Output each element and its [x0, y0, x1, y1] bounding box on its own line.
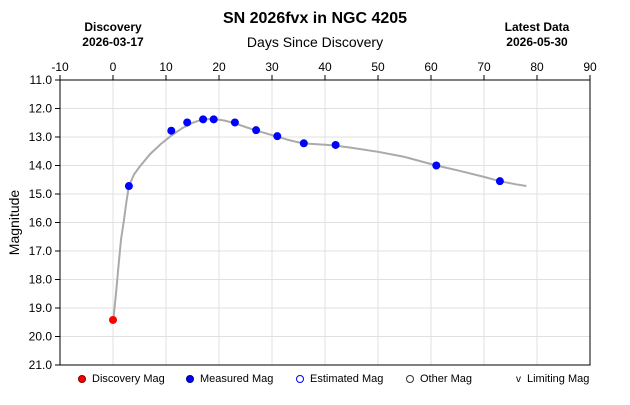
x-tick-label: 60: [424, 60, 438, 74]
y-tick-label: 17.0: [29, 244, 53, 258]
legend-label: Measured Mag: [200, 373, 274, 385]
discovery-header: Discovery 2026-03-17: [63, 20, 163, 50]
fit-curve-line: [112, 117, 527, 323]
y-tick-label: 12.0: [29, 102, 53, 116]
legend-item-discovery-mag: Discovery Mag: [78, 373, 165, 385]
legend-label: Estimated Mag: [310, 373, 384, 385]
measured-mag-point: [432, 161, 441, 170]
y-tick-label: 19.0: [29, 301, 53, 315]
legend-item-limiting-mag: v Limiting Mag: [516, 373, 589, 385]
measured-mag-point: [230, 118, 239, 127]
measured-mag-point: [209, 115, 218, 124]
measured-mag-point: [252, 126, 261, 135]
x-tick-label: 0: [110, 60, 117, 74]
x-tick-label: -10: [51, 60, 69, 74]
y-tick-label: 16.0: [29, 216, 53, 230]
legend-label: Other Mag: [420, 373, 472, 385]
measured-mag-point: [124, 182, 133, 191]
fit-curve-layer: [112, 117, 527, 323]
measured-mag-point: [299, 139, 308, 148]
measured-mag-point: [495, 177, 504, 186]
measured-mag-point: [331, 140, 340, 149]
v-marker-icon: v: [516, 373, 521, 385]
x-axis-ticks: -10 0 10 20 30 40 50 60 70 80 90: [51, 60, 597, 80]
grid-lines: [59, 79, 591, 366]
x-tick-label: 90: [583, 60, 597, 74]
gray-open-circle-icon: [406, 375, 414, 383]
red-filled-circle-icon: [78, 375, 86, 383]
x-tick-label: 30: [265, 60, 279, 74]
discovery-date: 2026-03-17: [82, 35, 144, 49]
y-axis-label: Magnitude: [6, 190, 22, 256]
y-tick-label: 13.0: [29, 130, 53, 144]
y-tick-label: 15.0: [29, 187, 53, 201]
blue-filled-circle-icon: [186, 375, 194, 383]
x-tick-label: 80: [530, 60, 544, 74]
latest-data-label: Latest Data: [504, 20, 570, 34]
y-tick-label: 18.0: [29, 273, 53, 287]
x-axis-label: Days Since Discovery: [246, 34, 384, 50]
latest-data-date: 2026-05-30: [506, 35, 568, 49]
measured-mag-point: [167, 126, 176, 135]
legend-item-measured-mag: Measured Mag: [186, 373, 273, 385]
legend-label: Discovery Mag: [92, 373, 165, 385]
legend-item-other-mag: Other Mag: [406, 373, 472, 385]
x-tick-label: 20: [212, 60, 226, 74]
y-tick-label: 11.0: [30, 73, 53, 87]
legend-label: Limiting Mag: [527, 373, 590, 385]
measured-mag-point: [199, 115, 208, 124]
y-tick-label: 21.0: [29, 358, 53, 372]
x-tick-label: 10: [159, 60, 173, 74]
measured-mag-point: [183, 118, 192, 127]
measured-mag-point: [273, 132, 282, 141]
y-tick-label: 20.0: [29, 330, 53, 344]
x-tick-label: 70: [477, 60, 491, 74]
blue-open-circle-icon: [296, 375, 304, 383]
chart-title: SN 2026fvx in NGC 4205: [222, 10, 408, 27]
data-points-layer: [109, 115, 504, 324]
x-tick-label: 50: [371, 60, 385, 74]
discovery-mag-point: [109, 315, 117, 324]
legend-item-estimated-mag: Estimated Mag: [296, 373, 383, 385]
y-tick-label: 14.0: [29, 159, 53, 173]
legend: Discovery Mag Measured Mag Estimated Mag…: [0, 373, 630, 389]
latest-data-header: Latest Data 2026-05-30: [487, 20, 587, 50]
x-tick-label: 40: [318, 60, 332, 74]
y-axis-ticks: 11.0 12.0 13.0 14.0 15.0 16.0 17.0 18.0 19.0 20.0…: [29, 73, 60, 372]
discovery-label: Discovery: [84, 20, 142, 34]
